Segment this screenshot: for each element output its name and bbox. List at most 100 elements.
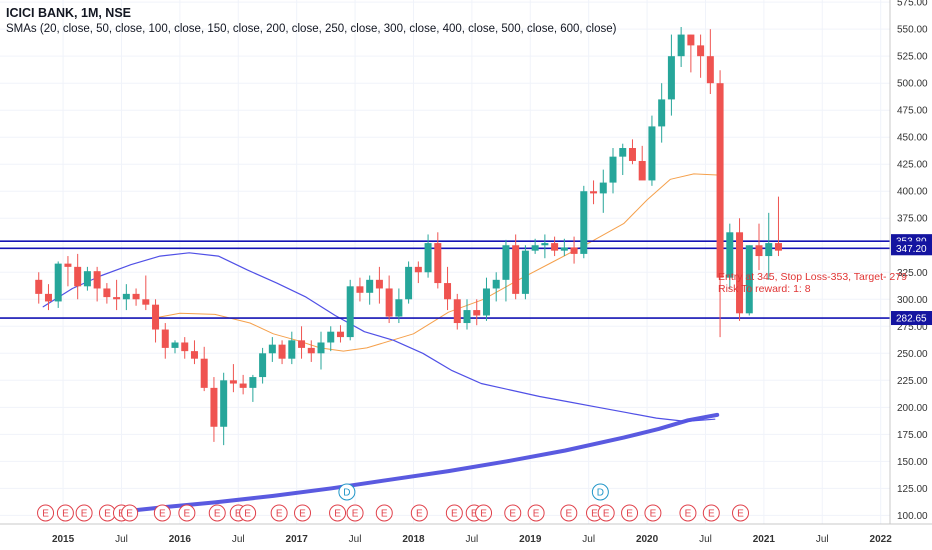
candle-body	[113, 297, 121, 300]
candle-body	[463, 310, 471, 324]
candle-body	[677, 34, 685, 57]
earnings-marker[interactable]: E	[679, 504, 697, 522]
price-tick-label: 150.00	[897, 457, 928, 468]
candle-body	[453, 299, 461, 324]
candle-body	[35, 279, 43, 294]
candle-body	[551, 243, 559, 251]
candle-body	[268, 344, 276, 354]
price-tick-label: 300.00	[897, 295, 928, 306]
price-axis[interactable]: 100.00 125.00 150.00 175.00 200.00 225.00 250.…	[897, 0, 928, 522]
level-price-text: 282.65	[896, 314, 927, 325]
event-circle	[153, 504, 171, 522]
candle-body	[103, 288, 111, 298]
candle-body	[132, 293, 140, 300]
earnings-marker[interactable]: E	[239, 504, 257, 522]
earnings-marker[interactable]: E	[153, 504, 171, 522]
event-circle	[338, 483, 356, 501]
event-circle	[597, 504, 615, 522]
event-circle	[37, 504, 55, 522]
candle-body	[512, 245, 520, 294]
event-letter: D	[597, 488, 604, 499]
event-markers[interactable]: EEEEEEEEEEEEEEDEEEEEEEEEEDEEEEEE	[37, 483, 750, 522]
earnings-marker[interactable]: E	[475, 504, 493, 522]
event-letter: D	[343, 488, 350, 499]
candle-body	[492, 279, 500, 289]
candle-body	[706, 56, 714, 84]
time-tick-label: 2018	[402, 534, 425, 545]
time-axis[interactable]: 2015 Jul 2016 Jul 2017 Jul 2018 Jul 2019 Jul 2020 J…	[52, 534, 892, 545]
event-circle	[270, 504, 288, 522]
event-circle	[239, 504, 257, 522]
event-circle	[329, 504, 347, 522]
event-letter: E	[62, 509, 69, 520]
earnings-marker[interactable]: E	[294, 504, 312, 522]
candle-body	[278, 344, 286, 359]
event-letter: E	[565, 509, 572, 520]
price-tick-label: 575.00	[897, 0, 928, 9]
price-tick-label: 475.00	[897, 106, 928, 117]
event-letter: E	[451, 509, 458, 520]
candle-body	[161, 329, 169, 348]
earnings-marker[interactable]: E	[410, 504, 428, 522]
event-circle	[375, 504, 393, 522]
candle-body	[375, 279, 383, 289]
earnings-marker[interactable]: E	[208, 504, 226, 522]
earnings-marker[interactable]: E	[560, 504, 578, 522]
time-tick-label: Jul	[816, 534, 829, 545]
level-price-tag	[891, 311, 932, 326]
candle-body	[531, 245, 539, 251]
candle-body	[229, 380, 237, 384]
candle-body	[570, 247, 578, 254]
event-letter: E	[104, 509, 111, 520]
event-circle	[121, 504, 139, 522]
event-letter: E	[159, 509, 166, 520]
candle-body	[444, 283, 452, 300]
earnings-marker[interactable]: E	[702, 504, 720, 522]
level-price-text: 347.20	[896, 244, 927, 255]
event-circle	[346, 504, 364, 522]
candle-body	[599, 182, 607, 194]
candle-body	[171, 342, 179, 348]
earnings-marker[interactable]: E	[597, 504, 615, 522]
event-circle	[702, 504, 720, 522]
event-circle	[644, 504, 662, 522]
earnings-marker[interactable]: E	[346, 504, 364, 522]
earnings-marker[interactable]: E	[329, 504, 347, 522]
price-tick-label: 250.00	[897, 349, 928, 360]
candle-body	[307, 347, 315, 354]
candles	[35, 27, 782, 446]
earnings-marker[interactable]: E	[732, 504, 750, 522]
event-circle	[679, 504, 697, 522]
earnings-marker[interactable]: E	[621, 504, 639, 522]
earnings-marker[interactable]: E	[644, 504, 662, 522]
earnings-marker[interactable]: E	[178, 504, 196, 522]
earnings-marker[interactable]: E	[75, 504, 93, 522]
time-tick-label: 2015	[52, 534, 75, 545]
dividend-marker[interactable]: D	[338, 483, 356, 501]
earnings-marker[interactable]: E	[270, 504, 288, 522]
candle-body	[239, 383, 247, 388]
earnings-marker[interactable]: E	[121, 504, 139, 522]
event-letter: E	[244, 509, 251, 520]
earnings-marker[interactable]: E	[504, 504, 522, 522]
candle-body	[609, 156, 617, 183]
candle-body	[327, 331, 335, 343]
event-circle	[591, 483, 609, 501]
candle-body	[590, 191, 598, 194]
time-tick-label: 2017	[286, 534, 309, 545]
price-tick-label: 200.00	[897, 403, 928, 414]
earnings-marker[interactable]: E	[375, 504, 393, 522]
earnings-marker[interactable]: E	[445, 504, 463, 522]
candle-body	[521, 250, 529, 294]
candle-body	[142, 299, 150, 305]
candle-body	[473, 310, 481, 316]
event-letter: E	[184, 509, 191, 520]
earnings-marker[interactable]: E	[37, 504, 55, 522]
candle-body	[346, 286, 354, 338]
candle-body	[64, 263, 72, 267]
event-letter: E	[235, 509, 242, 520]
dividend-marker[interactable]: D	[591, 483, 609, 501]
earnings-marker[interactable]: E	[56, 504, 74, 522]
earnings-marker[interactable]: E	[527, 504, 545, 522]
